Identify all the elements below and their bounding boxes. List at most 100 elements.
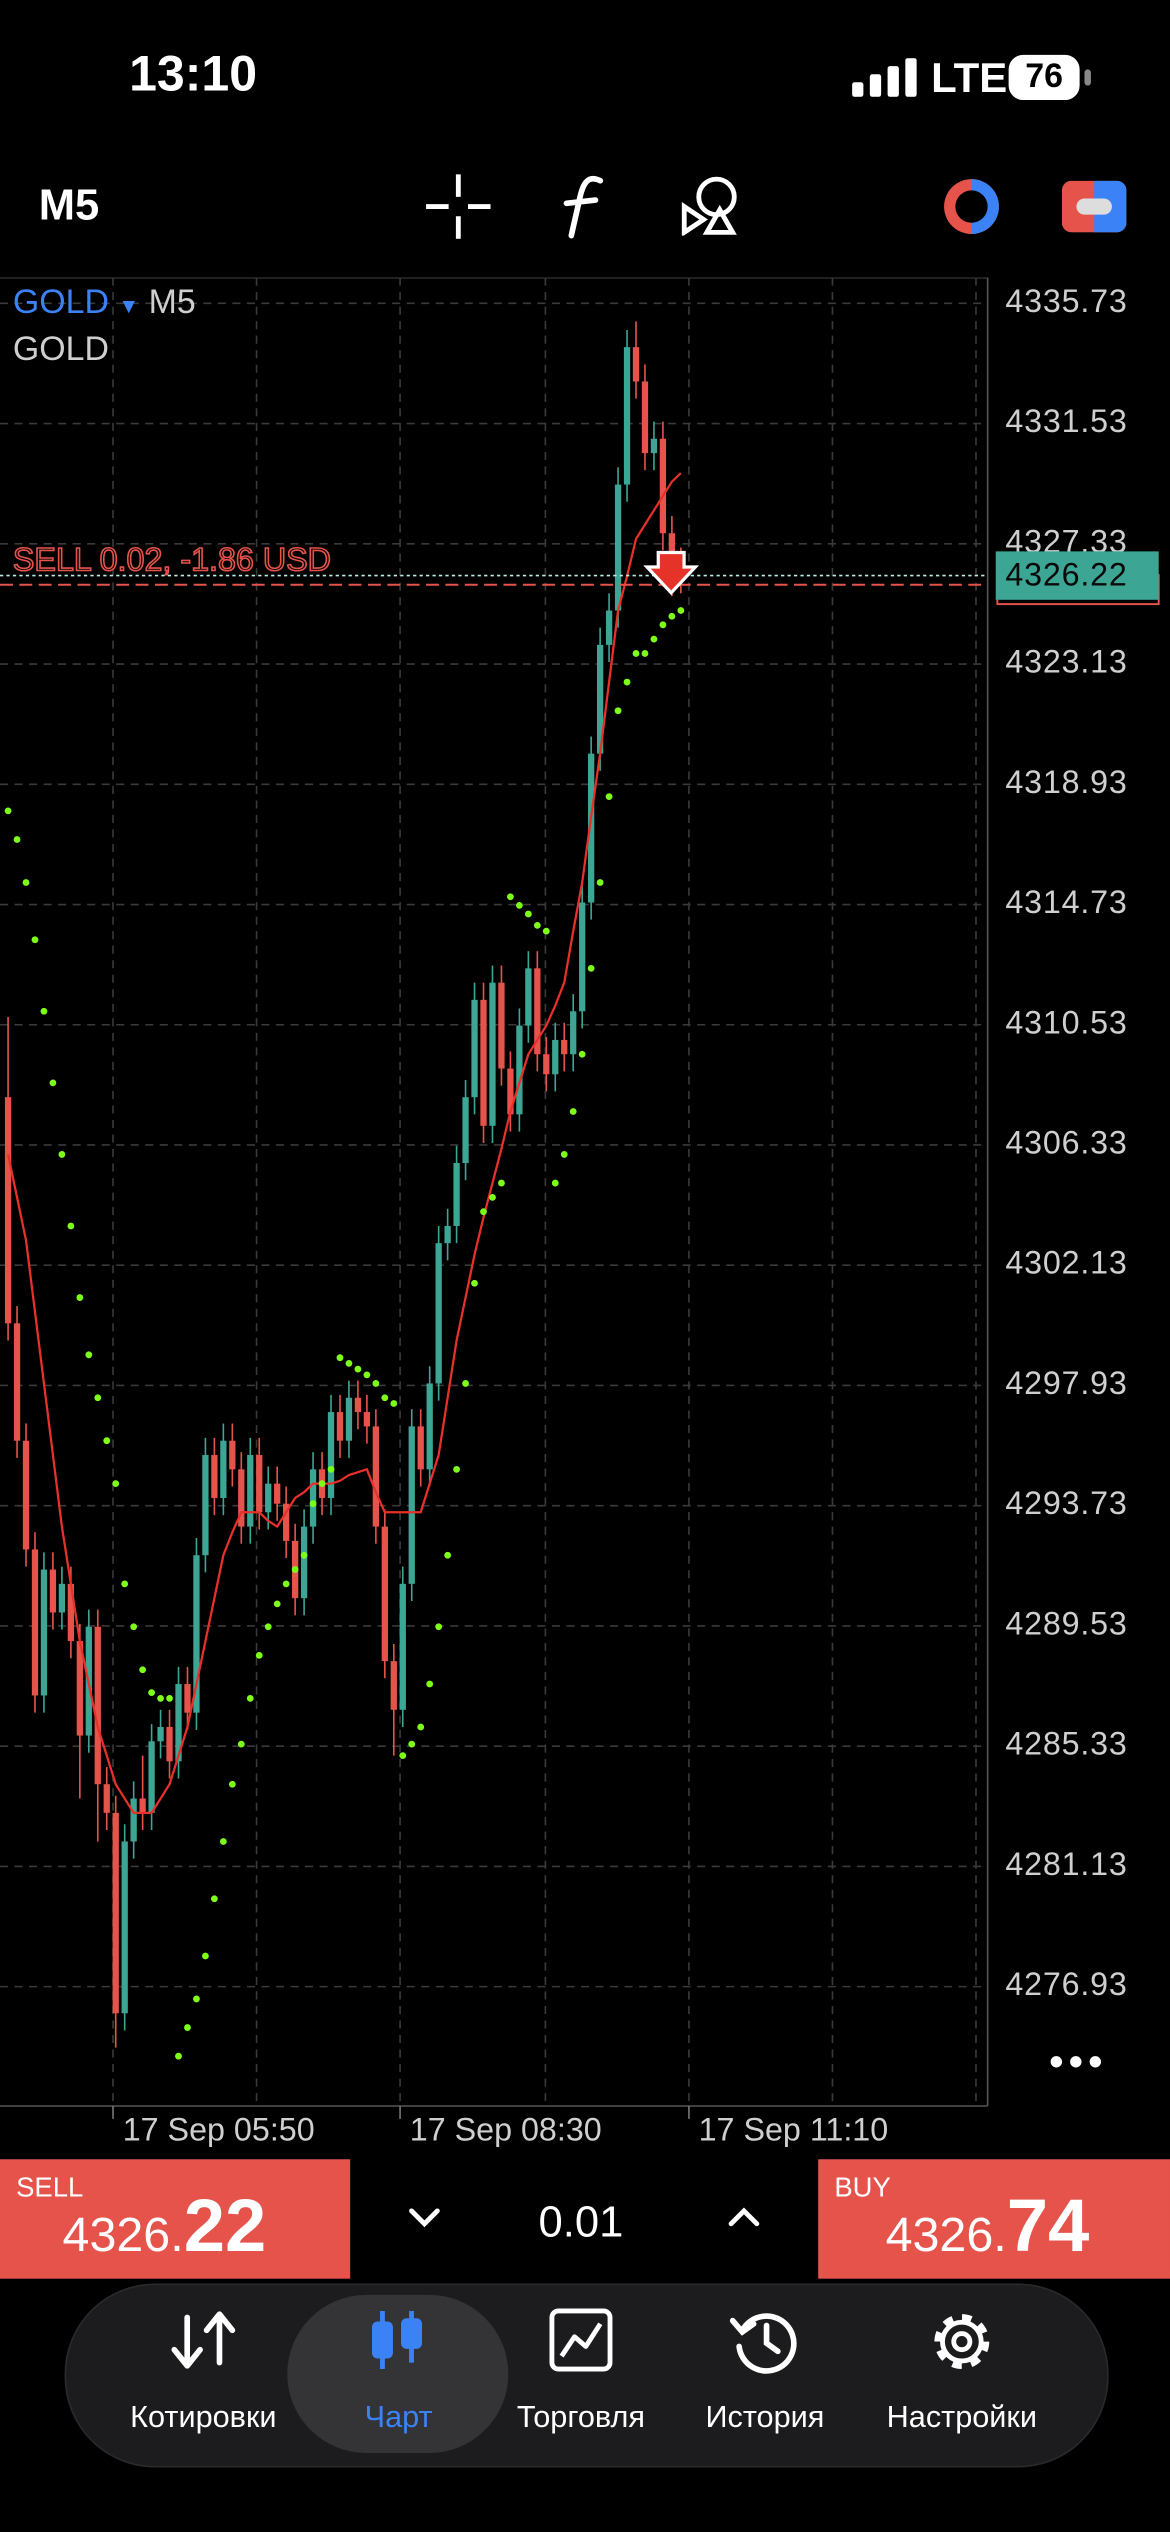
sar-dot [103,1437,111,1445]
network-type: LTE [931,53,1008,102]
tab-bar [64,2283,1109,2468]
price-chart[interactable]: 4335.734331.534327.334323.134318.934314.… [0,277,1170,2160]
candle-body [265,1483,272,1513]
y-tick-label: 4302.13 [1005,1245,1127,1281]
sar-dot [67,1222,75,1230]
candle-body [184,1684,191,1713]
sar-dot [524,910,532,918]
y-tick-label: 4281.13 [1005,1846,1127,1882]
sar-dot [417,1723,425,1731]
sar-dot [677,607,685,614]
battery: 76 [1008,54,1080,101]
candle-body [354,1397,362,1413]
candle-body [650,438,658,454]
sar-dot [444,1551,452,1559]
indicators-button[interactable] [555,171,610,242]
trade-sessions-button[interactable] [939,176,1004,237]
symbol-header: GOLD ▼ M5 [13,284,196,323]
tab-label: Чарт [364,2401,433,2436]
sar-dot [211,1895,218,1903]
sar-dot [49,1079,57,1087]
crosshair-button[interactable] [426,174,491,239]
sar-dot [560,1151,568,1158]
sell-price-tail: 22 [183,2183,267,2268]
candle-body [516,1025,523,1115]
y-tick-label: 4306.33 [1005,1125,1127,1161]
tab-history[interactable]: История [652,2308,878,2435]
symbol[interactable]: GOLD [12,284,109,322]
sar-dot [166,1694,173,1702]
candle-body [596,644,604,754]
y-tick-label: 4276.93 [1005,1966,1127,2002]
tab-trade[interactable]: Торговля [468,2308,694,2435]
candle-body [534,968,541,1055]
candle-body [211,1455,218,1498]
candle-body [274,1483,281,1504]
sell-price-head: 4326. [62,2209,184,2263]
current-price-box [995,551,1159,600]
sell-button[interactable]: SELL 4326.22 [0,2159,351,2279]
candle-body [121,1841,128,2014]
sar-dot [148,1689,155,1697]
tab-chart[interactable]: Чарт [286,2308,512,2435]
sar-dot [542,927,550,935]
candle-body [417,1426,424,1470]
sar-dot [22,879,30,886]
y-tick-label: 4314.73 [1005,884,1127,920]
volume-decrease[interactable] [407,2204,443,2230]
buy-price-head: 4326. [885,2209,1007,2263]
position-label: SELL 0.02, -1.86 USD [13,542,331,578]
sar-dot [112,1480,120,1488]
more-button[interactable]: ••• [1048,2036,1108,2086]
volume[interactable]: 0.01 [538,2197,624,2247]
candle-body [202,1455,209,1556]
candle-body [49,1569,57,1613]
sar-dot [4,807,12,815]
volume-increase[interactable] [726,2204,762,2230]
sar-dot [569,1108,577,1115]
candle-body [345,1397,353,1441]
symbol-dropdown[interactable]: ▼ [118,293,140,318]
y-tick-label: 4310.53 [1005,1004,1127,1040]
sar-dot [614,707,622,715]
candle-body [668,533,676,565]
sar-dot [76,1294,84,1301]
battery-cap [1084,69,1091,86]
sar-dot [282,1580,290,1588]
sar-dot [533,922,541,929]
sar-dot [31,936,39,944]
settings-icon [934,2314,990,2370]
candle-body [623,347,631,485]
objects-button[interactable] [678,171,743,236]
sar-dot [641,650,649,657]
sar-dot [399,1752,407,1759]
sar-dot [139,1666,147,1674]
timeframe: M5 [148,284,196,322]
candle-body [426,1383,433,1470]
tab-label: История [705,2401,825,2436]
buy-button[interactable]: BUY 4326.74 [818,2159,1170,2279]
tab-settings[interactable]: Настройки [849,2308,1075,2435]
one-click-button[interactable] [1061,180,1127,233]
sar-dot [130,1623,138,1631]
tab-quotes[interactable]: Котировки [90,2308,316,2435]
sar-dot [623,678,631,686]
sar-dot [318,1480,326,1488]
candle-body [498,982,505,1069]
sar-dot [291,1566,299,1573]
candle-body [238,1469,245,1527]
candle-body [58,1583,66,1613]
timeframe-button[interactable]: M5 [38,180,100,230]
candle-body [381,1526,388,1662]
sar-dot [650,635,658,643]
candle-body [570,1011,577,1055]
sar-dot [300,1551,308,1559]
candle-body [130,1798,137,1842]
y-tick-label: 4323.13 [1005,644,1127,680]
sar-dot [345,1360,353,1367]
sar-dot [264,1623,272,1631]
candle-body [336,1412,344,1441]
sar-dot [255,1652,263,1659]
